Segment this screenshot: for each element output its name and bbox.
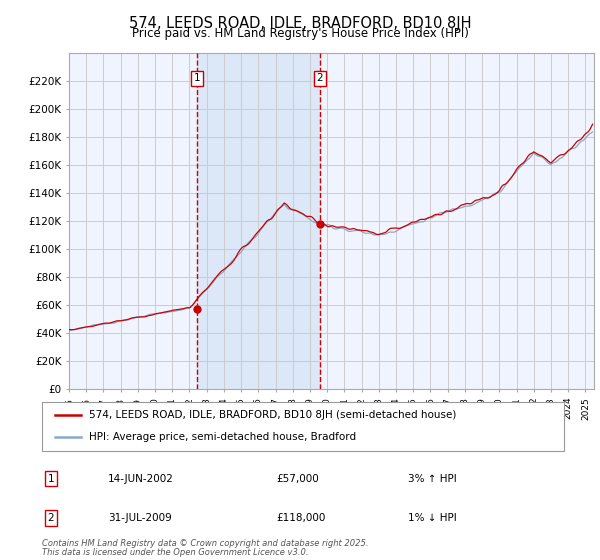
- Text: 1: 1: [194, 73, 200, 83]
- Text: 14-JUN-2002: 14-JUN-2002: [108, 474, 174, 484]
- Text: 2: 2: [47, 513, 55, 523]
- Text: Price paid vs. HM Land Registry's House Price Index (HPI): Price paid vs. HM Land Registry's House …: [131, 27, 469, 40]
- Text: Contains HM Land Registry data © Crown copyright and database right 2025.: Contains HM Land Registry data © Crown c…: [42, 539, 368, 548]
- Text: 2: 2: [317, 73, 323, 83]
- Bar: [197, 53, 320, 389]
- Text: 31-JUL-2009: 31-JUL-2009: [108, 513, 172, 523]
- Text: 1% ↓ HPI: 1% ↓ HPI: [408, 513, 457, 523]
- Text: 574, LEEDS ROAD, IDLE, BRADFORD, BD10 8JH (semi-detached house): 574, LEEDS ROAD, IDLE, BRADFORD, BD10 8J…: [89, 410, 457, 421]
- Text: HPI: Average price, semi-detached house, Bradford: HPI: Average price, semi-detached house,…: [89, 432, 356, 442]
- Text: This data is licensed under the Open Government Licence v3.0.: This data is licensed under the Open Gov…: [42, 548, 308, 557]
- Text: £57,000: £57,000: [276, 474, 319, 484]
- Text: 574, LEEDS ROAD, IDLE, BRADFORD, BD10 8JH: 574, LEEDS ROAD, IDLE, BRADFORD, BD10 8J…: [129, 16, 471, 31]
- Text: 1: 1: [47, 474, 55, 484]
- Text: £118,000: £118,000: [276, 513, 325, 523]
- Text: 3% ↑ HPI: 3% ↑ HPI: [408, 474, 457, 484]
